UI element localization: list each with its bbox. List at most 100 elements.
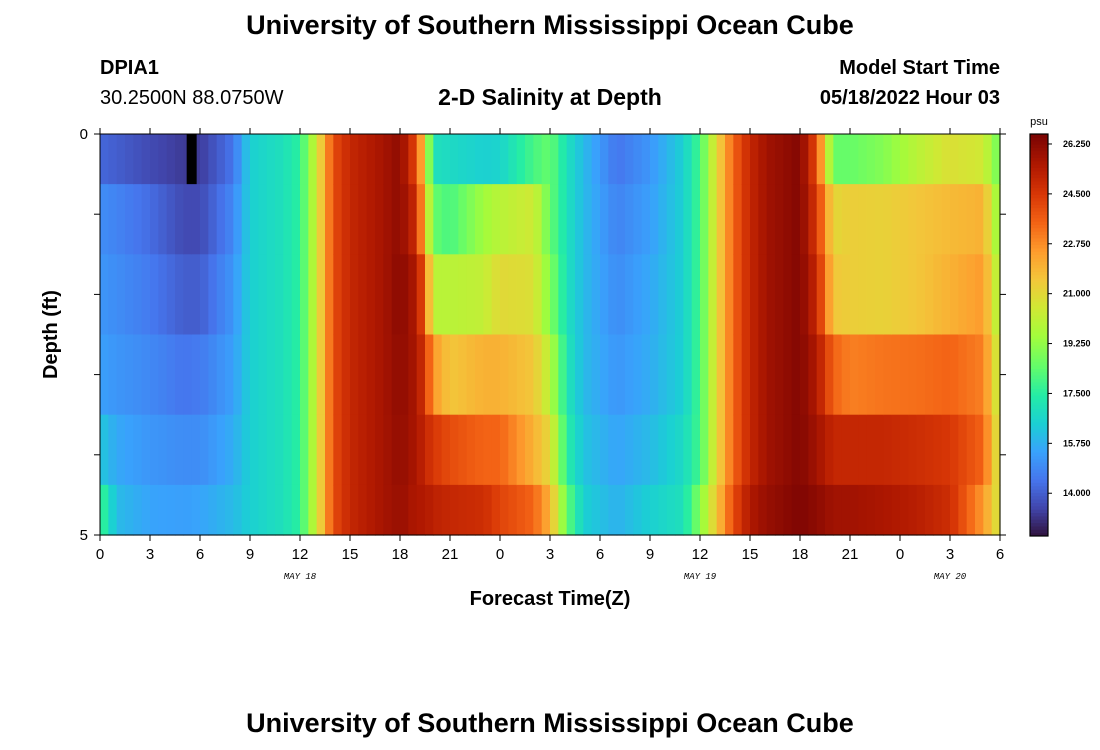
heatmap-cell [325,414,334,486]
heatmap-cell [400,334,409,416]
heatmap-cell [858,334,868,416]
colorbar-segment [1030,452,1048,457]
date-label: MAY 18 [284,572,317,582]
heatmap-cell [391,134,401,185]
colorbar-segment [1030,291,1048,296]
heatmap-cell [691,414,701,486]
heatmap-cell [600,484,609,536]
heatmap-cell [825,184,834,255]
heatmap-cell [458,414,468,486]
heatmap-cell [325,134,334,185]
heatmap-cell [375,334,384,416]
heatmap-cell [933,254,943,336]
heatmap-cell [633,334,643,416]
heatmap-cell [141,334,151,416]
heatmap-cell [108,254,118,336]
heatmap-cell [975,254,984,336]
colorbar-segment [1030,465,1048,470]
heatmap-cell [525,184,534,255]
heatmap-cell [250,334,259,416]
heatmap-cell [191,414,201,486]
heatmap-cell [733,184,743,255]
heatmap-cell [183,254,193,336]
heatmap-cell [658,334,668,416]
heatmap-cell [108,184,118,255]
colorbar-segment [1030,308,1048,313]
heatmap-cell [983,134,993,185]
heatmap-cell [200,254,209,336]
heatmap-cell [125,184,134,255]
y-tick-label: 0 [80,126,88,143]
heatmap-cell [891,484,901,536]
heatmap-cell [375,134,384,185]
heatmap-cell [300,414,309,486]
heatmap-cell [850,484,859,536]
heatmap-cell [275,184,284,255]
heatmap-cell [825,334,834,416]
heatmap-cell [750,414,759,486]
colorbar-tick-label: 14.000 [1063,488,1091,498]
heatmap-cell [833,334,843,416]
heatmap-cell [958,254,968,336]
heatmap-cell [541,134,551,185]
heatmap-cell [125,414,134,486]
heatmap-cell [125,134,134,185]
heatmap-cell [400,134,409,185]
heatmap-cell [683,334,693,416]
heatmap-cell [700,334,709,416]
heatmap-cell [150,134,159,185]
colorbar-segment [1030,442,1048,447]
heatmap-cell [891,134,901,185]
heatmap-cell [700,414,709,486]
heatmap-cell [708,134,718,185]
heatmap-cell [816,134,826,185]
heatmap-cell [891,184,901,255]
heatmap-cell [175,414,184,486]
heatmap-cell [483,414,493,486]
heatmap-cell [925,254,934,336]
heatmap-cell [941,134,951,185]
heatmap-cell [725,414,734,486]
colorbar-segment [1030,184,1048,189]
heatmap-cell [966,484,976,536]
heatmap-cell [150,334,159,416]
heatmap-cell [883,414,893,486]
heatmap-cell [966,254,976,336]
heatmap-cell [983,184,993,255]
heatmap-cell [250,134,259,185]
heatmap-cell [850,334,859,416]
heatmap-cell [766,484,776,536]
colorbar-segment [1030,505,1048,510]
colorbar-segment [1030,207,1048,212]
heatmap-cell [675,254,684,336]
heatmap-cell [625,484,634,536]
heatmap-cell [550,184,559,255]
x-tick-label: 0 [96,546,104,563]
heatmap-cell [358,484,368,536]
heatmap-cell [775,484,784,536]
heatmap-cell [383,184,393,255]
heatmap-cell [241,184,251,255]
heatmap-cell [558,254,568,336]
heatmap-cell [241,134,251,185]
x-tick-label: 6 [596,546,604,563]
heatmap-cell [166,254,176,336]
colorbar-segment [1030,281,1048,286]
heatmap-cell [633,134,643,185]
heatmap-cell [583,414,593,486]
heatmap-cell [925,334,934,416]
heatmap-cell [650,134,659,185]
heatmap-cell [616,184,626,255]
colorbar-segment [1030,502,1048,507]
heatmap-cell [850,134,859,185]
colorbar-tick-label: 24.500 [1063,189,1091,199]
heatmap-cell [441,254,451,336]
heatmap-cell [908,184,918,255]
heatmap-cell [133,134,143,185]
heatmap-cell [500,184,509,255]
heatmap-cell [458,134,468,185]
heatmap-cell [283,184,293,255]
heatmap-cell [316,134,326,185]
heatmap-cell [966,334,976,416]
heatmap-cell [575,134,584,185]
